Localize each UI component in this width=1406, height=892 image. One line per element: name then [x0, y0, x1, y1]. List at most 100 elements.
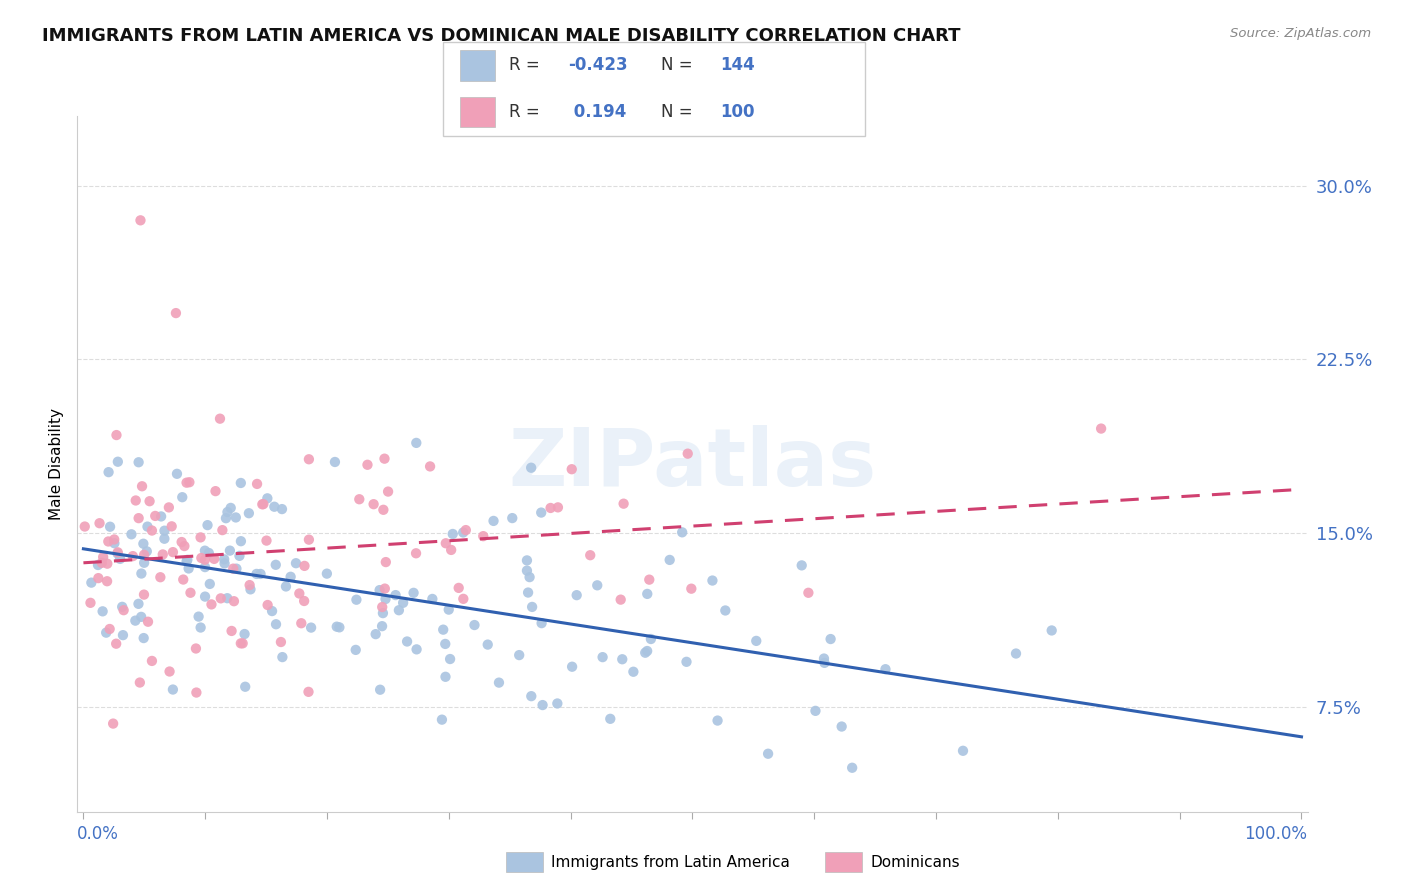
- Point: [149, 570, 172, 584]
- Point: [228, 549, 250, 563]
- Point: [434, 536, 457, 550]
- Point: [245, 566, 267, 581]
- Point: [315, 566, 337, 581]
- Point: [676, 447, 699, 461]
- Point: [374, 555, 396, 569]
- Point: [519, 570, 541, 584]
- Point: [238, 506, 260, 520]
- Point: [87, 571, 110, 585]
- Point: [344, 592, 367, 607]
- Text: 144: 144: [720, 56, 755, 74]
- Point: [132, 548, 155, 562]
- Text: R =: R =: [509, 56, 546, 74]
- Point: [229, 534, 252, 549]
- Point: [579, 548, 602, 562]
- Point: [547, 500, 569, 515]
- Point: [520, 689, 543, 703]
- Point: [364, 627, 387, 641]
- Point: [790, 558, 813, 573]
- Point: [706, 714, 728, 728]
- Point: [675, 655, 697, 669]
- Point: [190, 621, 212, 635]
- Point: [107, 545, 129, 559]
- Point: [516, 553, 538, 567]
- Point: [875, 662, 897, 676]
- Point: [121, 549, 143, 563]
- Point: [546, 697, 568, 711]
- Point: [262, 604, 284, 618]
- Point: [565, 588, 588, 602]
- Point: [107, 546, 129, 560]
- Point: [371, 600, 394, 615]
- Point: [488, 675, 510, 690]
- Text: 100: 100: [720, 103, 755, 121]
- Point: [344, 643, 367, 657]
- Point: [441, 527, 464, 541]
- Point: [229, 636, 252, 650]
- Point: [200, 598, 222, 612]
- Point: [681, 582, 703, 596]
- Point: [194, 552, 217, 566]
- Text: Source: ZipAtlas.com: Source: ZipAtlas.com: [1230, 27, 1371, 40]
- Point: [439, 652, 461, 666]
- Point: [454, 523, 477, 537]
- Point: [211, 523, 233, 537]
- Point: [290, 616, 312, 631]
- Point: [124, 614, 146, 628]
- Point: [292, 594, 315, 608]
- Point: [179, 475, 201, 490]
- Point: [463, 618, 485, 632]
- Point: [212, 552, 235, 566]
- Point: [820, 632, 842, 646]
- Point: [285, 556, 308, 570]
- Point: [249, 566, 271, 581]
- Point: [392, 596, 415, 610]
- Point: [658, 553, 681, 567]
- Point: [813, 656, 835, 670]
- Point: [153, 532, 176, 546]
- Point: [173, 539, 195, 553]
- Point: [159, 665, 181, 679]
- Point: [225, 562, 247, 576]
- Point: [373, 503, 395, 517]
- Point: [745, 633, 768, 648]
- Point: [952, 744, 974, 758]
- Point: [326, 620, 349, 634]
- Point: [105, 428, 128, 442]
- Point: [136, 615, 159, 629]
- Point: [221, 624, 243, 638]
- Point: [209, 591, 232, 606]
- Point: [530, 506, 553, 520]
- Point: [264, 558, 287, 572]
- Point: [194, 560, 217, 574]
- Point: [756, 747, 779, 761]
- Point: [373, 451, 395, 466]
- Point: [143, 508, 166, 523]
- Point: [170, 535, 193, 549]
- Point: [636, 587, 658, 601]
- Point: [246, 477, 269, 491]
- Point: [368, 583, 391, 598]
- Point: [396, 634, 419, 648]
- Point: [256, 533, 278, 548]
- Point: [131, 566, 153, 581]
- Point: [294, 558, 316, 573]
- Point: [160, 519, 183, 533]
- Point: [134, 556, 156, 570]
- Point: [432, 623, 454, 637]
- Point: [419, 459, 441, 474]
- Point: [714, 603, 737, 617]
- Point: [592, 650, 614, 665]
- Point: [103, 536, 125, 550]
- Point: [297, 685, 319, 699]
- Point: [586, 578, 609, 592]
- Text: 0.0%: 0.0%: [77, 825, 120, 843]
- Point: [384, 588, 406, 602]
- Point: [561, 659, 583, 673]
- Point: [288, 586, 311, 600]
- Point: [194, 543, 217, 558]
- Point: [1090, 421, 1112, 435]
- Point: [79, 596, 101, 610]
- Point: [135, 544, 157, 558]
- Point: [374, 592, 396, 607]
